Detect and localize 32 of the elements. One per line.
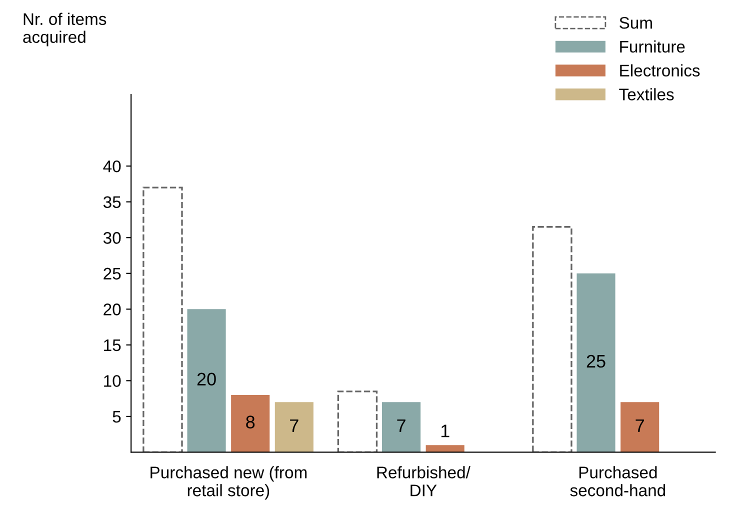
bar <box>620 402 660 452</box>
bar <box>532 226 572 452</box>
data-label: 7 <box>636 419 644 432</box>
bar <box>426 445 464 452</box>
data-label: 7 <box>290 419 298 432</box>
y-tick-label: 40 <box>103 160 121 172</box>
data-label: 25 <box>586 354 606 368</box>
bar <box>142 186 183 452</box>
y-tick-label: 20 <box>104 304 121 316</box>
y-tick-label: 15 <box>104 340 121 352</box>
x-tick-label: Purchased second-hand <box>570 466 666 496</box>
data-label: 8 <box>246 416 255 428</box>
y-tick-label: 25 <box>104 268 121 280</box>
data-label: 20 <box>197 372 216 386</box>
x-tick-label: Purchased new (from retail store) <box>150 466 307 500</box>
data-label: 7 <box>397 419 406 432</box>
y-tick-label: 5 <box>112 411 121 423</box>
bar <box>274 402 314 452</box>
y-axis-title: Nr. of items acquired <box>23 12 106 46</box>
bar <box>382 402 421 452</box>
bar <box>187 309 226 452</box>
y-tick-label: 35 <box>103 196 121 208</box>
legend-label: Textiles <box>619 88 674 100</box>
data-label: 1 <box>441 424 450 438</box>
legend-label: Electronics <box>620 64 700 77</box>
legend-label: Furniture <box>620 40 685 53</box>
y-tick-label: 10 <box>104 375 121 387</box>
bar <box>576 273 616 452</box>
y-tick-label: 30 <box>103 232 121 244</box>
x-tick-label: Refurbished/ DIY <box>377 466 470 496</box>
bar <box>231 395 270 452</box>
legend-label: Sum <box>620 16 652 29</box>
